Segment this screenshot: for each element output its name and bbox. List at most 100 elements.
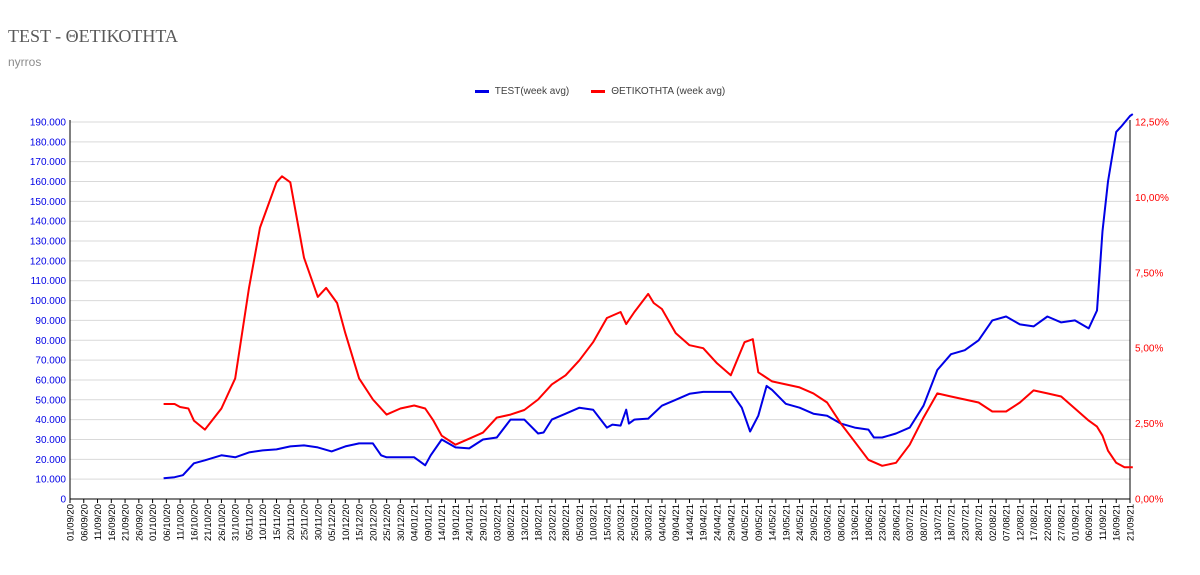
x-tick-label: 05/12/20 bbox=[327, 504, 338, 541]
x-tick-label: 09/01/21 bbox=[423, 504, 434, 541]
y-left-tick-label: 60.000 bbox=[35, 375, 66, 386]
x-tick-label: 08/07/21 bbox=[919, 504, 930, 541]
y-left-tick-label: 90.000 bbox=[35, 316, 66, 327]
x-tick-label: 15/03/21 bbox=[602, 504, 613, 541]
x-tick-label: 21/09/21 bbox=[1126, 504, 1137, 541]
y-left-tick-label: 190.000 bbox=[30, 118, 67, 129]
y-left-tick-label: 150.000 bbox=[30, 197, 67, 208]
x-tick-label: 06/09/20 bbox=[79, 504, 90, 541]
x-tick-label: 14/01/21 bbox=[437, 504, 448, 541]
legend-swatch-test bbox=[474, 90, 489, 93]
x-tick-label: 18/06/21 bbox=[864, 504, 875, 541]
series-line-test bbox=[163, 113, 1134, 480]
x-tick-label: 08/06/21 bbox=[836, 504, 847, 541]
x-tick-label: 11/10/20 bbox=[176, 504, 187, 540]
y-left-tick-label: 80.000 bbox=[35, 336, 66, 347]
y-left-tick-label: 0 bbox=[60, 495, 66, 506]
x-tick-label: 19/01/21 bbox=[451, 504, 462, 541]
legend-item-positivity: ΘΕΤΙΚΟΤΗΤΑ (week avg) bbox=[591, 86, 725, 97]
x-tick-label: 09/04/21 bbox=[671, 504, 682, 541]
x-tick-label: 30/03/21 bbox=[644, 504, 655, 541]
x-tick-label: 01/09/20 bbox=[66, 504, 77, 541]
y-right-tick-label: 2,50% bbox=[1135, 419, 1163, 430]
y-right-tick-label: 12,50% bbox=[1135, 118, 1169, 129]
x-tick-label: 14/05/21 bbox=[768, 504, 779, 541]
x-tick-label: 06/10/20 bbox=[162, 504, 173, 541]
x-tick-label: 12/08/21 bbox=[1015, 504, 1026, 541]
y-left-tick-label: 70.000 bbox=[35, 356, 66, 367]
y-left-tick-label: 130.000 bbox=[30, 237, 67, 248]
x-tick-label: 23/06/21 bbox=[878, 504, 889, 541]
x-tick-label: 25/03/21 bbox=[630, 504, 641, 541]
x-tick-label: 02/08/21 bbox=[988, 504, 999, 541]
x-tick-label: 09/05/21 bbox=[754, 504, 765, 541]
y-right-tick-label: 5,00% bbox=[1135, 344, 1163, 355]
x-tick-label: 06/09/21 bbox=[1084, 504, 1095, 541]
x-tick-label: 28/07/21 bbox=[974, 504, 985, 541]
x-tick-label: 25/11/20 bbox=[300, 504, 311, 540]
chart-title: TEST - ΘΕΤΙΚΟΤΗΤΑ bbox=[8, 26, 178, 46]
x-tick-label: 15/11/20 bbox=[272, 504, 283, 540]
x-tick-label: 20/12/20 bbox=[368, 504, 379, 541]
x-tick-label: 28/06/21 bbox=[891, 504, 902, 541]
x-tick-label: 08/02/21 bbox=[506, 504, 517, 541]
x-tick-label: 18/07/21 bbox=[947, 504, 958, 541]
x-tick-label: 14/04/21 bbox=[685, 504, 696, 541]
x-tick-label: 17/08/21 bbox=[1029, 504, 1040, 541]
legend-label-positivity: ΘΕΤΙΚΟΤΗΤΑ (week avg) bbox=[611, 86, 726, 97]
x-tick-label: 04/04/21 bbox=[657, 504, 668, 541]
y-left-tick-label: 120.000 bbox=[30, 256, 67, 267]
x-tick-label: 16/09/20 bbox=[107, 504, 118, 541]
y-left-tick-label: 180.000 bbox=[30, 137, 67, 148]
x-tick-label: 01/09/21 bbox=[1070, 504, 1081, 541]
x-tick-label: 30/12/20 bbox=[396, 504, 407, 541]
y-left-tick-label: 110.000 bbox=[31, 276, 67, 287]
legend-label-test: TEST(week avg) bbox=[494, 86, 570, 97]
x-tick-label: 03/02/21 bbox=[492, 504, 503, 541]
x-tick-label: 27/08/21 bbox=[1057, 504, 1068, 541]
x-tick-label: 24/01/21 bbox=[465, 504, 476, 541]
x-tick-label: 03/06/21 bbox=[823, 504, 834, 541]
y-right-tick-label: 10,00% bbox=[1135, 193, 1169, 204]
x-tick-label: 24/04/21 bbox=[713, 504, 724, 541]
x-tick-label: 23/07/21 bbox=[960, 504, 971, 541]
x-tick-label: 20/11/20 bbox=[286, 504, 297, 540]
legend-swatch-positivity bbox=[591, 90, 606, 93]
x-tick-label: 18/02/21 bbox=[534, 504, 545, 541]
x-tick-label: 11/09/20 bbox=[93, 504, 104, 540]
x-tick-label: 29/04/21 bbox=[726, 504, 737, 541]
x-tick-label: 30/11/20 bbox=[313, 504, 324, 540]
x-tick-label: 03/07/21 bbox=[905, 504, 916, 541]
x-tick-label: 26/09/20 bbox=[134, 504, 145, 541]
y-left-tick-label: 170.000 bbox=[30, 157, 67, 168]
series-line-positivity bbox=[163, 175, 1133, 469]
x-tick-label: 04/01/21 bbox=[410, 504, 421, 541]
y-left-tick-label: 100.000 bbox=[30, 296, 67, 307]
x-tick-label: 19/04/21 bbox=[699, 504, 710, 541]
y-left-tick-label: 140.000 bbox=[30, 217, 67, 228]
y-right-tick-label: 7,50% bbox=[1135, 268, 1163, 279]
x-tick-label: 11/09/21 bbox=[1098, 504, 1109, 540]
x-tick-label: 15/12/20 bbox=[355, 504, 366, 541]
x-tick-label: 05/11/20 bbox=[244, 504, 255, 540]
y-left-tick-label: 160.000 bbox=[30, 177, 67, 188]
x-tick-label: 22/08/21 bbox=[1043, 504, 1054, 541]
y-right-tick-label: 0,00% bbox=[1135, 495, 1163, 506]
y-left-tick-label: 40.000 bbox=[35, 415, 66, 426]
x-tick-label: 10/12/20 bbox=[341, 504, 352, 541]
x-tick-label: 31/10/20 bbox=[231, 504, 242, 541]
x-tick-label: 19/05/21 bbox=[781, 504, 792, 541]
x-tick-label: 10/03/21 bbox=[589, 504, 600, 541]
x-tick-label: 01/10/20 bbox=[148, 504, 159, 541]
x-tick-label: 13/06/21 bbox=[850, 504, 861, 541]
x-tick-label: 20/03/21 bbox=[616, 504, 627, 541]
x-tick-label: 21/10/20 bbox=[203, 504, 214, 541]
x-tick-label: 16/10/20 bbox=[189, 504, 200, 541]
x-tick-label: 13/07/21 bbox=[933, 504, 944, 541]
y-left-tick-label: 50.000 bbox=[35, 395, 66, 406]
x-tick-label: 13/02/21 bbox=[520, 504, 531, 541]
y-left-tick-label: 20.000 bbox=[35, 455, 66, 466]
y-left-tick-label: 10.000 bbox=[35, 475, 66, 486]
x-tick-label: 04/05/21 bbox=[740, 504, 751, 541]
